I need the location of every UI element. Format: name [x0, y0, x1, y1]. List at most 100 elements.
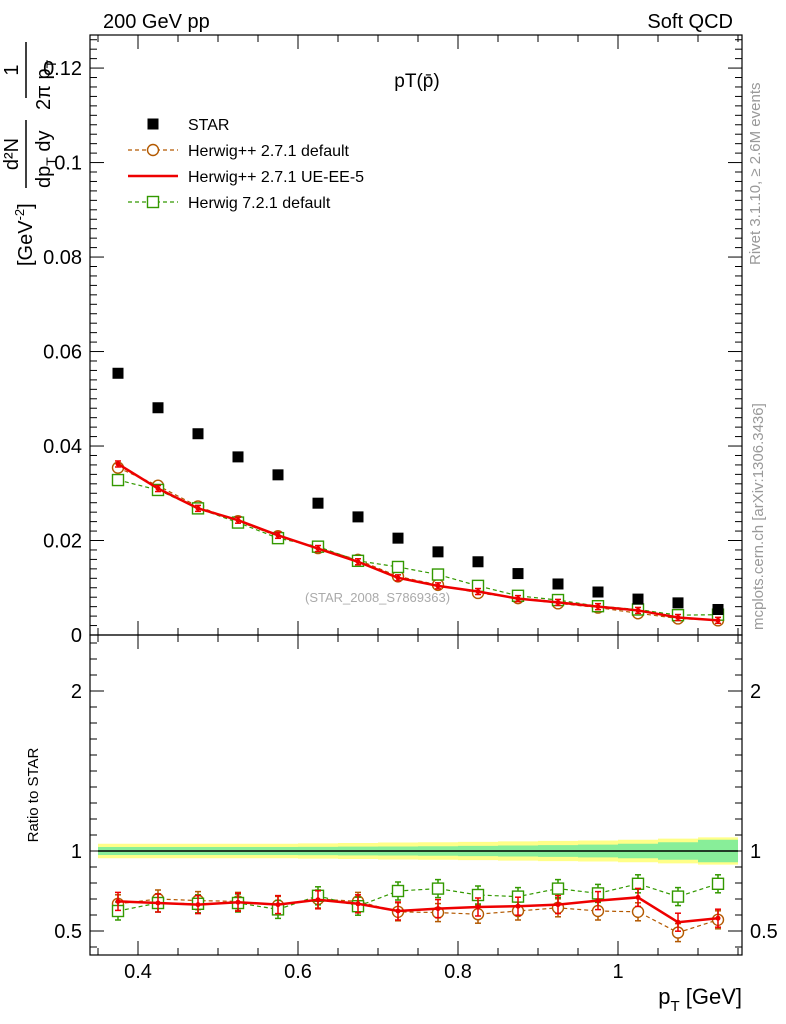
data-point [432, 546, 444, 558]
x-tick-label: 1 [612, 961, 623, 983]
data-point [152, 402, 164, 414]
data-point [115, 898, 121, 904]
y-tick-label: 0 [71, 625, 82, 647]
ylabel-prefix-den: 2π pT [33, 59, 59, 110]
data-point [272, 469, 284, 481]
x-tick-labels: 0.4 0.6 0.8 1 [124, 961, 623, 983]
data-point [391, 560, 405, 574]
data-point [671, 890, 685, 903]
data-point [355, 901, 361, 907]
data-point [315, 546, 321, 552]
data-point [355, 559, 361, 565]
y-tick-label-right: 2 [750, 681, 761, 703]
y-tick-label: 0.5 [54, 921, 82, 943]
legend-marker [147, 118, 159, 130]
data-point [555, 599, 561, 605]
ratio-plot-panel: 0.5 0.5 1 1 2 2 [54, 634, 778, 956]
data-point [192, 428, 204, 440]
legend-marker [146, 195, 160, 209]
main-y-tick-labels: 0 0.02 0.04 0.06 0.08 0.1 0.12 [43, 58, 82, 647]
data-point [712, 603, 724, 615]
legend-label: Herwig++ 2.7.1 UE-EE-5 [188, 169, 364, 186]
data-point [315, 897, 321, 903]
data-point [431, 882, 445, 895]
data-point [275, 532, 281, 538]
data-point [391, 884, 405, 898]
data-point [675, 919, 681, 925]
plot-title: pT(p̄) [394, 71, 439, 92]
legend: STAR Herwig++ 2.7.1 default Herwig++ 2.7.1… [128, 117, 364, 212]
data-point [395, 908, 401, 914]
data-point [392, 532, 404, 544]
legend-label: STAR [188, 117, 229, 134]
data-point [475, 904, 481, 910]
data-point [515, 596, 521, 602]
y-tick-label: 2 [71, 681, 82, 703]
series-line [117, 896, 719, 924]
y-tick-label: 0.1 [54, 153, 82, 175]
data-point [232, 451, 244, 463]
data-point [312, 497, 324, 509]
data-point [632, 593, 644, 605]
data-point [112, 367, 124, 379]
y-tick-label: 0.04 [43, 436, 82, 458]
x-tick-label: 0.6 [284, 961, 312, 983]
data-point [672, 597, 684, 609]
data-point [512, 568, 524, 580]
data-point [431, 568, 445, 581]
data-point [515, 903, 521, 909]
data-point [711, 877, 725, 890]
y-tick-label: 0.02 [43, 531, 82, 553]
main-series-layer [111, 367, 725, 627]
soft-qcd-label: Soft QCD [647, 11, 733, 33]
data-point [235, 517, 241, 523]
y-tick-label: 0.08 [43, 247, 82, 269]
data-point [395, 575, 401, 581]
data-point [352, 511, 364, 523]
data-point [631, 877, 645, 890]
data-point [675, 615, 681, 621]
ratio-uncertainty-bands [98, 837, 738, 865]
main-y-axis-label: 1 2π pT d²N dpT dy [GeV-2] [1, 42, 59, 266]
x-tick-label: 0.4 [124, 961, 152, 983]
data-point [555, 902, 561, 908]
rivet-version-label: Rivet 3.1.10, ≥ 2.6M events [747, 83, 764, 266]
data-point [635, 894, 641, 900]
data-point [435, 906, 441, 912]
ylabel-frac-num: d²N [1, 138, 23, 170]
series-line [117, 898, 719, 934]
data-point [552, 578, 564, 590]
data-point [631, 905, 645, 918]
data-point [592, 586, 604, 598]
data-point [115, 461, 121, 467]
ylabel-frac-den: dpT dy [33, 131, 59, 189]
y-tick-label: 0.06 [43, 342, 82, 364]
data-point [635, 607, 641, 613]
data-point [715, 617, 721, 623]
data-point [195, 505, 201, 511]
y-tick-label-right: 0.5 [750, 921, 778, 943]
ratio-y-axis-label: Ratio to STAR [25, 747, 42, 842]
data-point [551, 882, 565, 895]
data-point [155, 486, 161, 492]
data-point [155, 900, 161, 906]
series-line [117, 462, 719, 622]
data-point [195, 902, 201, 908]
y-tick-label: 0.12 [43, 58, 82, 80]
ylabel-unit: [GeV-2] [12, 203, 37, 266]
data-point [111, 473, 125, 487]
y-tick-label-right: 1 [750, 841, 761, 863]
data-point [235, 899, 241, 905]
data-point [475, 589, 481, 595]
ratio-series-layer [111, 874, 725, 943]
analysis-watermark: (STAR_2008_S7869363) [305, 590, 450, 605]
energy-label: 200 GeV pp [103, 11, 210, 33]
data-point [715, 915, 721, 921]
data-point [472, 556, 484, 568]
data-point [595, 898, 601, 904]
data-point [435, 583, 441, 589]
x-axis-label: pT [GeV] [658, 984, 742, 1015]
legend-label: Herwig 7.2.1 default [188, 195, 331, 212]
